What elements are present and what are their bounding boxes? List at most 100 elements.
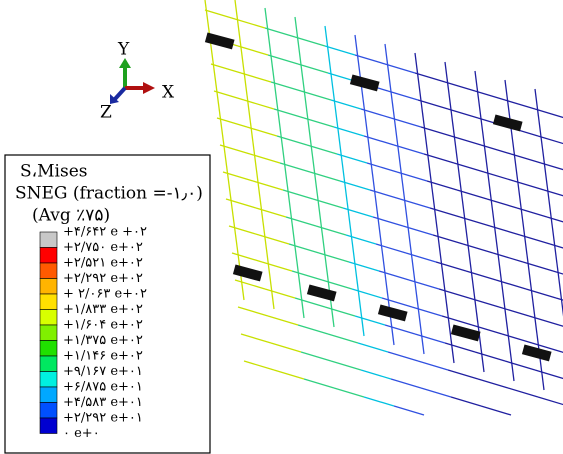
mesh-edge xyxy=(268,316,298,325)
mesh-edge xyxy=(406,253,436,262)
mesh-edge xyxy=(415,53,454,363)
mesh-edge xyxy=(499,307,529,316)
legend-label: +۲/۲۹۲ e+۰۱ xyxy=(63,411,143,426)
mesh-edge xyxy=(445,82,475,91)
mesh-edge xyxy=(448,370,478,379)
support-pad xyxy=(493,115,523,132)
legend-label: +۶/۸۷۵ e+۰۱ xyxy=(63,380,143,395)
mesh-edge xyxy=(364,397,394,406)
mesh-edge xyxy=(418,361,448,370)
legend-label: +۱/۱۴۶ e+۰۲ xyxy=(63,349,143,364)
mesh-edge xyxy=(388,352,418,361)
legend-label: +۲/۲۹۲ e+۰۲ xyxy=(63,271,143,286)
mesh-edge xyxy=(415,73,445,82)
triad-z: Z xyxy=(100,103,112,123)
mesh-edge xyxy=(451,397,481,406)
mesh-edge xyxy=(379,271,409,280)
mesh-edge xyxy=(382,298,412,307)
mesh-edge xyxy=(289,244,319,253)
mesh-edge xyxy=(475,71,514,381)
mesh-edge xyxy=(478,379,508,388)
support-pad xyxy=(378,305,408,322)
mesh-edge xyxy=(466,271,496,280)
legend-swatch xyxy=(40,310,57,326)
mesh-edge xyxy=(559,325,563,334)
mesh-edge xyxy=(436,262,466,271)
mesh-edge xyxy=(409,280,439,289)
mesh-edge xyxy=(214,91,244,100)
mesh-edge xyxy=(262,262,292,271)
mesh-edge xyxy=(325,46,355,55)
legend-swatch xyxy=(40,418,57,434)
support-pad xyxy=(350,75,380,92)
mesh-edge xyxy=(238,46,268,55)
legend-swatch xyxy=(40,248,57,264)
mesh-edge xyxy=(508,388,538,397)
mesh-edge xyxy=(355,316,385,325)
mesh-edge xyxy=(271,343,301,352)
legend-swatch xyxy=(40,263,57,279)
triad-x: X xyxy=(162,83,175,103)
legend-label: ۰ e+۰ xyxy=(63,426,100,441)
legend-title: SNEG (fraction =-۱٫۰) xyxy=(15,184,203,204)
viewport: Y X Z S،MisesSNEG (fraction =-۱٫۰)(Avg ٪… xyxy=(0,0,563,454)
legend-label: + ۲/۰۶۳ e+۰۲ xyxy=(63,287,147,302)
mesh-edge xyxy=(292,271,322,280)
legend-label: +۲/۵۲۱ e+۰۲ xyxy=(63,256,143,271)
mesh-edge xyxy=(505,100,535,109)
mesh-edge xyxy=(229,226,259,235)
legend-label: +۱/۸۳۳ e+۰۲ xyxy=(63,302,143,317)
legend-swatch xyxy=(40,403,57,419)
mesh-edge xyxy=(244,361,274,370)
support-pad xyxy=(233,265,263,282)
mesh-edge xyxy=(502,334,532,343)
mesh-edge xyxy=(469,298,499,307)
mesh-edge xyxy=(445,343,475,352)
legend-label: +۹/۱۶۷ e+۰۱ xyxy=(63,364,143,379)
mesh-edge xyxy=(442,316,472,325)
triad-y: Y xyxy=(117,40,130,60)
mesh-edge xyxy=(265,289,295,298)
legend-title: (Avg ٪۷۵) xyxy=(32,206,110,226)
mesh-edge xyxy=(361,370,391,379)
mesh-edge xyxy=(421,388,451,397)
mesh-edge xyxy=(265,8,304,318)
mesh-edge xyxy=(475,352,505,361)
mesh-edge xyxy=(526,289,556,298)
mesh-edge xyxy=(241,334,271,343)
mesh-edge xyxy=(505,361,535,370)
mesh-edge xyxy=(352,289,382,298)
legend-swatch xyxy=(40,279,57,295)
mesh-edge xyxy=(235,0,274,309)
mesh-edge xyxy=(274,370,304,379)
legend-swatch xyxy=(40,341,57,357)
mesh-edge xyxy=(415,334,445,343)
mesh-edge xyxy=(496,280,526,289)
mesh-edge xyxy=(535,109,563,118)
mesh-edge xyxy=(358,343,388,352)
mesh-edge xyxy=(232,253,262,262)
mesh-edge xyxy=(235,19,265,28)
mesh-edge xyxy=(298,325,328,334)
legend-swatch xyxy=(40,356,57,372)
mesh-edge xyxy=(391,379,421,388)
mesh-edge xyxy=(529,316,559,325)
mesh-edge xyxy=(304,379,334,388)
mesh-edge xyxy=(385,325,415,334)
legend-swatch xyxy=(40,387,57,403)
support-pad xyxy=(451,325,481,342)
mesh-edge xyxy=(547,217,563,226)
mesh-edge xyxy=(295,17,334,327)
legend-swatch xyxy=(40,372,57,388)
legend-title: S،Mises xyxy=(20,162,88,182)
mesh-edge xyxy=(331,361,361,370)
mesh-edge xyxy=(481,406,511,415)
mesh-edge xyxy=(550,244,563,253)
mesh-edge xyxy=(349,262,379,271)
mesh-edge xyxy=(544,190,563,199)
mesh-edge xyxy=(316,226,346,235)
legend-label: +۱/۶۰۴ e+۰۲ xyxy=(63,318,143,333)
legend-label: +۲/۷۵۰ e+۰۲ xyxy=(63,240,143,255)
mesh-edge xyxy=(538,397,563,406)
mesh-edge xyxy=(475,91,505,100)
